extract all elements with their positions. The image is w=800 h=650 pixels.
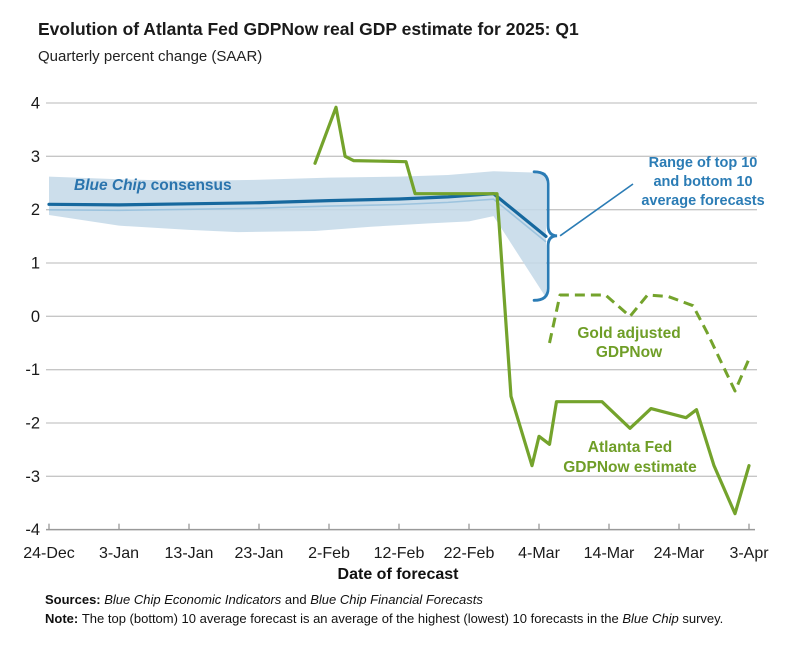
- y-tick-label: 0: [31, 308, 40, 326]
- x-axis-title: Date of forecast: [337, 566, 459, 583]
- atlanta-fed-label-line1: Atlanta Fed: [587, 439, 673, 456]
- y-tick-label: 1: [31, 255, 40, 273]
- gold-adjusted-gdpnow-line: [548, 293, 751, 393]
- y-tick-label: 3: [31, 148, 40, 166]
- consensus-companion-line: [48, 198, 547, 243]
- gold-adjusted-gdpnow-label: Gold adjusted GDPNow: [577, 324, 680, 362]
- x-tick-label: 3-Jan: [99, 545, 139, 562]
- x-tick-label: 12-Feb: [374, 545, 425, 562]
- x-tick-label: 24-Dec: [23, 545, 75, 562]
- sources-italic-2: Blue Chip Financial Forecasts: [310, 592, 483, 607]
- sources-line: Sources: Blue Chip Economic Indicators a…: [45, 590, 723, 609]
- note-text: The top (bottom) 10 average forecast is …: [81, 611, 623, 626]
- y-tick-label: -1: [25, 361, 40, 379]
- y-tick-label: -4: [25, 521, 40, 539]
- blue-chip-consensus-label-rest: consensus: [146, 177, 232, 194]
- x-tick-label: 2-Feb: [308, 545, 350, 562]
- sources-and: and: [281, 592, 311, 607]
- x-tick-label: 3-Apr: [729, 545, 769, 562]
- blue-chip-consensus-label: Blue Chip consensus: [74, 177, 232, 195]
- chart-subtitle: Quarterly percent change (SAAR): [38, 48, 263, 65]
- gold-adjusted-label-line1: Gold adjusted: [577, 325, 681, 342]
- range-annotation-callout-line: [559, 183, 634, 237]
- blue-chip-consensus-label-italic: Blue Chip: [74, 177, 147, 194]
- y-tick-label: -2: [25, 414, 40, 432]
- y-tick-label: -3: [25, 468, 40, 486]
- range-annotation: Range of top 10 and bottom 10 average fo…: [641, 154, 764, 211]
- x-tick-label: 23-Jan: [235, 545, 284, 562]
- sources-italic-1: Blue Chip Economic Indicators: [104, 592, 282, 607]
- range-annotation-line2: and bottom 10: [653, 174, 753, 190]
- y-tick-label: 4: [31, 95, 40, 113]
- atlanta-fed-label-line2: GDPNow estimate: [563, 459, 697, 476]
- y-tick-label: 2: [31, 201, 40, 219]
- x-tick-label: 24-Mar: [654, 545, 705, 562]
- x-tick-label: 14-Mar: [584, 545, 635, 562]
- note-label: Note:: [45, 611, 82, 626]
- x-tick-label: 22-Feb: [444, 545, 495, 562]
- note-line: Note: The top (bottom) 10 average foreca…: [45, 609, 723, 628]
- note-italic: Blue Chip: [622, 611, 679, 626]
- atlanta-fed-gdpnow-label: Atlanta Fed GDPNow estimate: [563, 438, 697, 478]
- x-tick-label: 4-Mar: [518, 545, 560, 562]
- gold-adjusted-label-line2: GDPNow: [595, 344, 663, 361]
- chart-title: Evolution of Atlanta Fed GDPNow real GDP…: [38, 19, 579, 39]
- range-annotation-line3: average forecasts: [641, 193, 765, 209]
- chart-footer: Sources: Blue Chip Economic Indicators a…: [45, 590, 723, 628]
- x-tick-label: 13-Jan: [165, 545, 214, 562]
- sources-label: Sources:: [45, 592, 105, 607]
- gdpnow-estimate-line: [313, 105, 751, 516]
- range-bracket: [532, 170, 558, 302]
- range-annotation-line1: Range of top 10: [648, 155, 758, 171]
- note-end: survey.: [678, 611, 724, 626]
